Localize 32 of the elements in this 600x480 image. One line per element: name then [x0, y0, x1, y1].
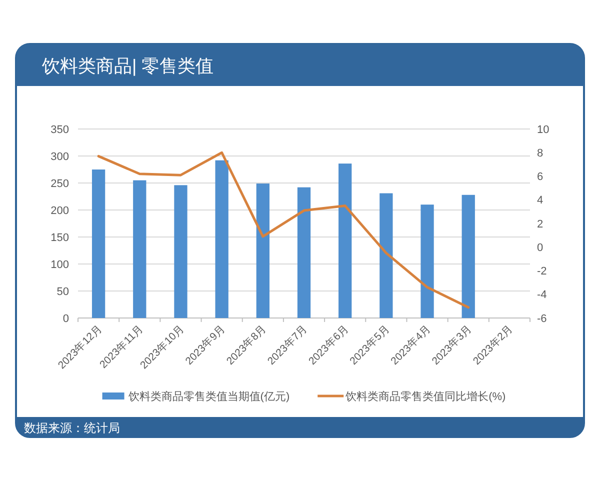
y-tick-label: 0	[62, 312, 69, 325]
line-series	[97, 151, 470, 309]
source-note: 数据来源：统计局	[24, 421, 120, 435]
y2-tick-label: 2	[537, 218, 544, 230]
y-tick-label: 50	[56, 286, 69, 298]
y2-tick-label: 0	[537, 242, 544, 254]
bar	[174, 185, 188, 318]
bar	[215, 160, 228, 318]
bar	[420, 204, 434, 318]
bar	[380, 193, 393, 318]
y2-tick-label: 6	[537, 171, 544, 184]
y-tick-label: 100	[50, 258, 69, 271]
y-tick-label: 350	[50, 124, 69, 136]
y-tick-label: 200	[50, 204, 69, 217]
y2-tick-label: 4	[537, 194, 544, 207]
bar	[92, 170, 106, 318]
y2-tick-label: 10	[537, 124, 550, 136]
bar	[133, 180, 146, 318]
chart-title: 饮料类商品| 零售类值	[41, 56, 214, 76]
y-tick-label: 150	[50, 232, 69, 244]
y-tick-label: 250	[50, 178, 69, 190]
bar	[462, 194, 475, 318]
y2-tick-label: -6	[537, 312, 547, 325]
legend-label: 饮料类商品零售类值同比增长(%)	[344, 390, 506, 403]
bar	[297, 187, 311, 318]
bar	[338, 164, 352, 318]
y-tick-label: 300	[50, 150, 69, 163]
y2-tick-label: -4	[537, 289, 547, 302]
bar	[256, 184, 270, 318]
y2-tick-label: 8	[537, 147, 544, 160]
legend-label: 饮料类商品零售类值当期值(亿元)	[127, 390, 290, 403]
y2-tick-label: -2	[537, 266, 547, 278]
